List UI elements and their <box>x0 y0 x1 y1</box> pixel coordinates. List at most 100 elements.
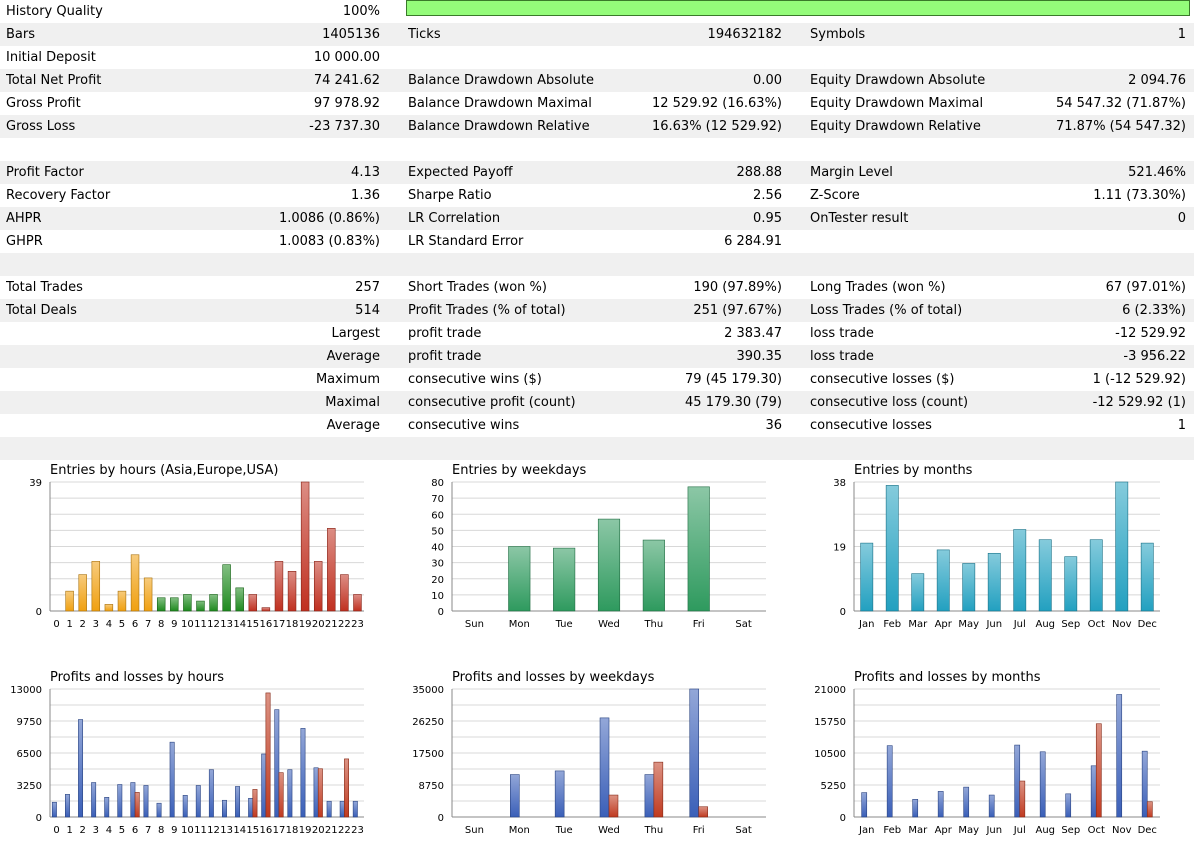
x-tick-label: 0 <box>53 825 59 836</box>
chart-title: Entries by hours (Asia,Europe,USA) <box>50 463 278 478</box>
bar <box>170 597 179 612</box>
stat-value: 2 383.47 <box>724 326 782 341</box>
stat-label: Balance Drawdown Relative <box>408 119 590 134</box>
bar <box>183 594 192 612</box>
stats-row: Average consecutive wins 36 consecutive los… <box>0 414 1194 437</box>
profit-bar <box>326 800 332 818</box>
profit-bar <box>156 802 162 818</box>
history-quality-label: History Quality <box>6 4 103 19</box>
bar <box>65 590 74 612</box>
bar <box>91 561 101 612</box>
bar <box>508 546 531 612</box>
bar <box>248 594 258 612</box>
stat-label: profit trade <box>408 349 482 364</box>
profit-bar <box>1065 793 1072 818</box>
y-tick-label: 15750 <box>814 717 846 728</box>
loss-bar <box>252 789 258 818</box>
bar <box>222 564 231 612</box>
bar <box>130 554 140 612</box>
bar <box>156 597 166 612</box>
x-tick-label: Feb <box>883 825 901 836</box>
profit-bar <box>644 774 655 818</box>
stat-value: 71.87% (54 547.32) <box>1055 119 1186 134</box>
stats-row: Gross Loss -23 737.30 Balance Drawdown Rel… <box>0 115 1194 138</box>
x-tick-label: Sep <box>1061 825 1080 836</box>
loss-bar <box>608 794 619 818</box>
loss-bar <box>1095 723 1102 818</box>
stats-row: Profit Factor 4.13 Expected Payoff 288.88 Ma… <box>0 161 1194 184</box>
x-tick-label: Nov <box>1112 619 1132 630</box>
stat-label: Balance Drawdown Maximal <box>408 96 592 111</box>
stat-label: Bars <box>6 27 36 42</box>
x-tick-label: 23 <box>351 825 364 836</box>
stat-value: 1.36 <box>351 188 380 203</box>
x-tick-label: Thu <box>643 619 663 630</box>
y-tick-label: 20 <box>431 575 444 586</box>
x-tick-label: 19 <box>299 825 312 836</box>
x-tick-label: 19 <box>299 619 312 630</box>
stat-label: Total Deals <box>6 303 77 318</box>
history-quality-row: History Quality 100% <box>0 0 1194 23</box>
y-tick-label: 9750 <box>17 717 42 728</box>
stat-value <box>990 253 1186 276</box>
stat-value: 6 284.91 <box>724 234 782 249</box>
profit-bar <box>886 745 893 818</box>
x-tick-label: 2 <box>80 619 86 630</box>
y-tick-label: 60 <box>431 510 444 521</box>
x-tick-label: Mon <box>509 619 530 630</box>
profit-bar <box>248 797 254 818</box>
stats-row: Recovery Factor 1.36 Sharpe Ratio 2.56 Z-Sco… <box>0 184 1194 207</box>
stat-value: 97 978.92 <box>313 96 380 111</box>
y-tick-label: 35000 <box>412 685 444 696</box>
stat-value: 0.00 <box>753 73 782 88</box>
x-tick-label: 20 <box>312 825 325 836</box>
bar <box>553 547 576 612</box>
x-tick-label: 17 <box>273 619 286 630</box>
stats-row: Average profit trade 390.35 loss trade -3 95… <box>0 345 1194 368</box>
chart-svg: Profits and losses by weekdays 0 8750 17500… <box>412 670 766 836</box>
stat-value: 1405136 <box>322 27 380 42</box>
stat-value <box>600 138 782 161</box>
stat-value <box>990 138 1186 161</box>
y-tick-label: 0 <box>36 813 42 824</box>
x-tick-label: 4 <box>106 825 112 836</box>
loss-bar <box>265 692 271 818</box>
x-tick-label: Sep <box>1061 619 1080 630</box>
bar <box>353 594 362 612</box>
profit-bar <box>937 791 944 818</box>
y-tick-label: 3250 <box>17 781 42 792</box>
loss-bar <box>1019 780 1026 818</box>
x-tick-label: 7 <box>145 619 151 630</box>
profit-bar <box>78 719 84 818</box>
y-tick-label: 0 <box>840 607 846 618</box>
chart-1: Entries by hours (Asia,Europe,USA) 0 39 0 1 2… <box>0 455 398 655</box>
x-tick-label: 8 <box>158 619 164 630</box>
bar <box>117 590 127 612</box>
stat-value: 1.0086 (0.86%) <box>278 211 380 226</box>
chart-title: Profits and losses by weekdays <box>452 670 655 685</box>
loss-bar <box>1146 801 1153 818</box>
stats-row <box>0 437 1194 460</box>
stat-label: Sharpe Ratio <box>408 188 492 203</box>
x-tick-label: Jul <box>1013 619 1026 630</box>
x-tick-label: 5 <box>119 619 125 630</box>
stat-label: Margin Level <box>810 165 893 180</box>
x-tick-label: 6 <box>132 825 138 836</box>
bar <box>1089 539 1103 612</box>
x-tick-label: 21 <box>325 619 338 630</box>
stat-label: Expected Payoff <box>408 165 513 180</box>
profit-bar <box>1141 750 1148 818</box>
x-tick-label: 14 <box>233 825 246 836</box>
stat-label: loss trade <box>810 326 874 341</box>
y-tick-label: 0 <box>36 607 42 618</box>
x-tick-label: Sun <box>465 619 484 630</box>
bar <box>313 561 323 612</box>
loss-bar <box>653 761 664 818</box>
stats-row: Total Deals 514 Profit Trades (% of total)… <box>0 299 1194 322</box>
stat-label: consecutive losses <box>810 418 932 433</box>
stat-label: OnTester result <box>810 211 909 226</box>
bar <box>235 587 244 612</box>
chart-title: Entries by months <box>854 463 973 478</box>
chart-2: Entries by weekdays 0 10 20 30 40 50 60 70 80 Sun M… <box>402 455 800 655</box>
stat-label: GHPR <box>6 234 43 249</box>
